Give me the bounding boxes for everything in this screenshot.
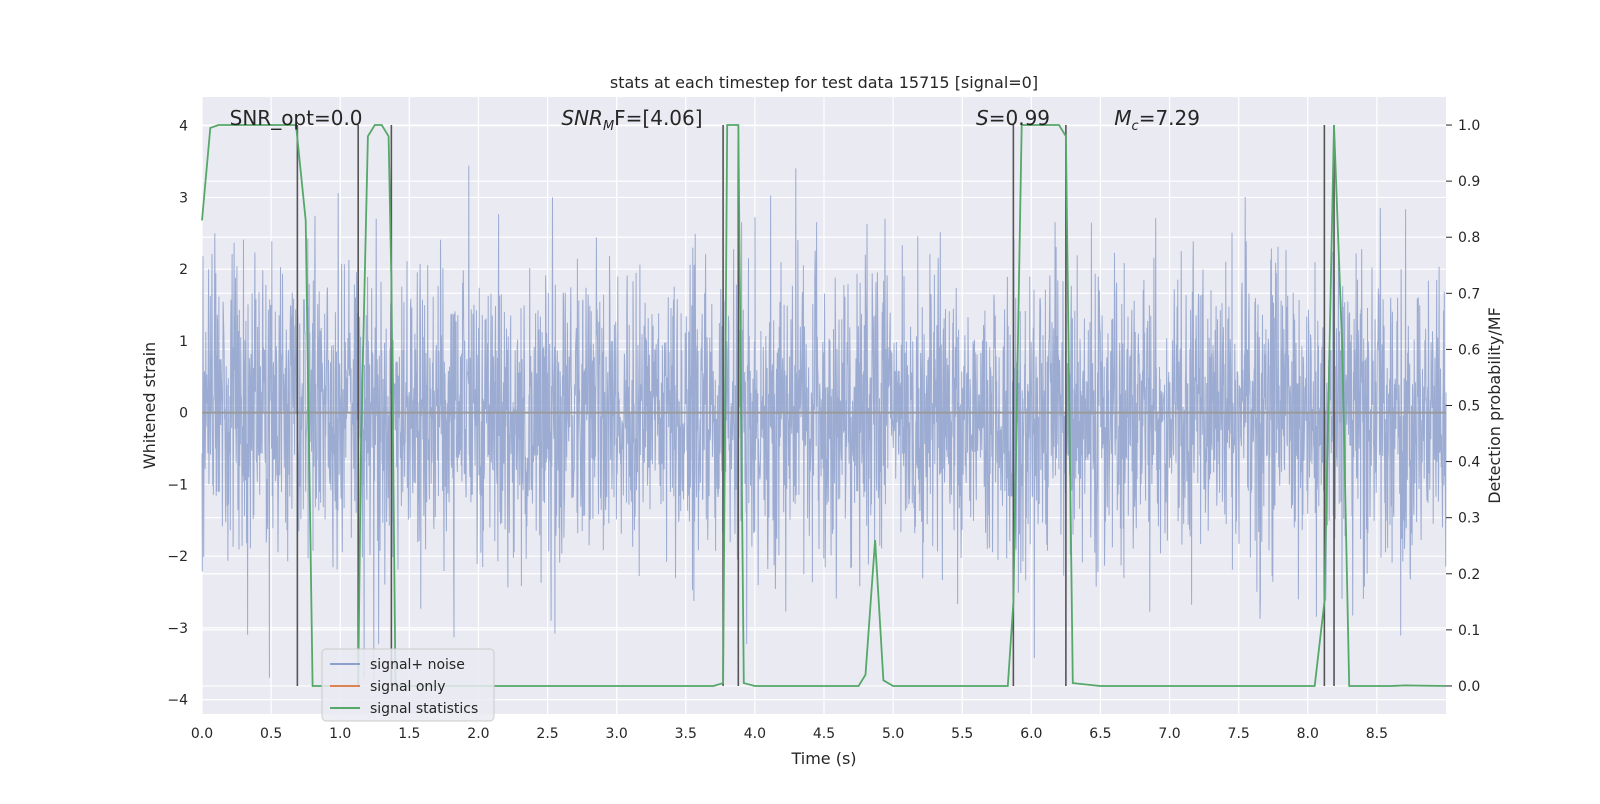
y2-tick-label: 0.5	[1458, 399, 1480, 415]
x-tick-label: 8.0	[1297, 726, 1319, 742]
annotation-0: SNR_opt=0.0	[230, 106, 363, 130]
y2-tick-label: 1.0	[1458, 118, 1480, 134]
x-tick-label: 1.5	[398, 726, 420, 742]
x-tick-label: 7.5	[1228, 726, 1250, 742]
legend: signal+ noise signal only signal statistic…	[321, 648, 495, 722]
signal-statistics-line	[201, 124, 1447, 687]
x-tick-label: 5.0	[882, 726, 904, 742]
x-axis-label: Time (s)	[790, 749, 856, 768]
x-axis-ticks: 0.0 0.5 1.0 1.5 2.0 2.5 3.0 3.5 4.0 4.5 5.0 5.5 6.0 6…	[191, 726, 1388, 742]
y2-axis-label: Detection probability/MF	[1485, 307, 1504, 504]
y-tick-label: 2	[179, 262, 188, 278]
legend-label: signal only	[370, 679, 445, 695]
y-tick-label: −2	[167, 549, 188, 565]
y2-tick-label: 0.6	[1458, 342, 1480, 358]
signal-noise-line	[201, 165, 1447, 683]
legend-box	[321, 648, 495, 722]
signal-noise-series	[201, 165, 1447, 683]
x-tick-label: 7.0	[1158, 726, 1180, 742]
y-tick-label: 0	[179, 406, 188, 422]
signal-statistics-series	[201, 124, 1447, 687]
x-tick-label: 0.5	[260, 726, 282, 742]
x-tick-label: 1.0	[329, 726, 351, 742]
x-tick-label: 2.0	[467, 726, 489, 742]
x-tick-label: 5.5	[951, 726, 973, 742]
y-tick-label: −1	[167, 477, 188, 493]
y2-tick-label: 0.8	[1458, 230, 1480, 246]
x-tick-label: 6.0	[1020, 726, 1042, 742]
y2-axis-ticks: 1.0 0.9 0.8 0.7 0.6 0.5 0.4 0.3 0.2 0.1 0.0	[1446, 118, 1480, 695]
x-tick-label: 2.5	[536, 726, 558, 742]
y2-tick-label: 0.3	[1458, 511, 1480, 527]
annotation-3: Mc=7.29	[1114, 106, 1200, 134]
x-tick-label: 6.5	[1089, 726, 1111, 742]
legend-label: signal+ noise	[370, 657, 465, 673]
x-tick-label: 3.5	[675, 726, 697, 742]
y-axis-label: Whitened strain	[140, 342, 159, 469]
y2-tick-label: 0.1	[1458, 623, 1480, 639]
x-tick-label: 0.0	[191, 726, 213, 742]
y-tick-label: −4	[167, 693, 188, 709]
x-tick-label: 3.0	[606, 726, 628, 742]
annotation-2: S=0.99	[976, 106, 1050, 130]
y2-tick-label: 0.9	[1458, 174, 1480, 190]
chart-title: stats at each timestep for test data 157…	[610, 73, 1038, 92]
x-tick-label: 4.0	[744, 726, 766, 742]
y-tick-label: 1	[179, 334, 188, 350]
y-axis-ticks: 4 3 2 1 0 −1 −2 −3 −4	[167, 119, 188, 709]
y2-tick-label: 0.4	[1458, 455, 1480, 471]
y-tick-label: 4	[179, 119, 188, 135]
x-tick-label: 4.5	[813, 726, 835, 742]
annotation-1: SNRMF=[4.06]	[561, 106, 702, 134]
y2-tick-label: 0.7	[1458, 286, 1480, 302]
y2-tick-label: 0.2	[1458, 567, 1480, 583]
y2-tick-label: 0.0	[1458, 679, 1480, 695]
annotations: SNR_opt=0.0 SNRMF=[4.06] S=0.99 Mc=7.29	[230, 106, 1200, 134]
x-tick-label: 8.5	[1366, 726, 1388, 742]
y-tick-label: −3	[167, 621, 188, 637]
legend-label: signal statistics	[370, 701, 478, 717]
y-tick-label: 3	[179, 190, 188, 206]
